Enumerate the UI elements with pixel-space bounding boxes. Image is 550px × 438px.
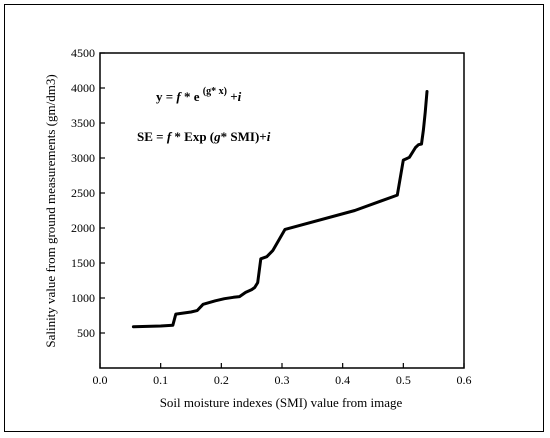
x-tick-label: 0.2 [214,373,229,387]
eq1-mid: * e [181,89,203,104]
y-tick-label: 500 [77,326,95,340]
y-axis-ticks: 500 1000 1500 2000 2500 3000 3500 4000 4500 [71,46,105,340]
x-tick-label: 0.5 [396,373,411,387]
eq2-lhs: SE = [137,129,167,144]
eq2-i: i [267,129,271,144]
eq2-mid2: * SMI)+ [221,129,267,144]
x-tick-label: 0.1 [153,373,168,387]
y-tick-label: 4000 [71,81,95,95]
eq1-exponent: (g* x) [203,86,227,97]
figure-frame [4,4,544,432]
x-tick-label: 0.6 [457,373,472,387]
equation-generic: y = f * e (g* x) +i [156,86,242,104]
eq1-plus: + [227,89,238,104]
y-tick-label: 1000 [71,291,95,305]
x-tick-label: 0.3 [275,373,290,387]
eq1-f: f [176,89,182,104]
eq1-i: i [238,89,242,104]
y-tick-label: 4500 [71,46,95,60]
eq1-lhs: y = [156,89,176,104]
y-tick-label: 2500 [71,186,95,200]
y-tick-label: 3500 [71,116,95,130]
x-tick-label: 0.0 [93,373,108,387]
x-axis-ticks: 0.0 0.1 0.2 0.3 0.4 0.5 0.6 [93,363,472,387]
plot-area [99,52,465,369]
x-tick-label: 0.4 [335,373,350,387]
eq2-f: f [167,129,173,144]
y-tick-label: 1500 [71,256,95,270]
equation-se: SE = f * Exp (g* SMI)+i [137,129,271,144]
series-line [131,90,429,329]
eq2-g: g [213,129,221,144]
y-tick-label: 2000 [71,221,95,235]
y-tick-label: 3000 [71,151,95,165]
eq2-mid1: * Exp ( [171,129,214,144]
x-axis-title: Soil moisture indexes (SMI) value from i… [160,395,403,410]
y-axis-title: Salinity value from ground measurements … [43,74,58,347]
